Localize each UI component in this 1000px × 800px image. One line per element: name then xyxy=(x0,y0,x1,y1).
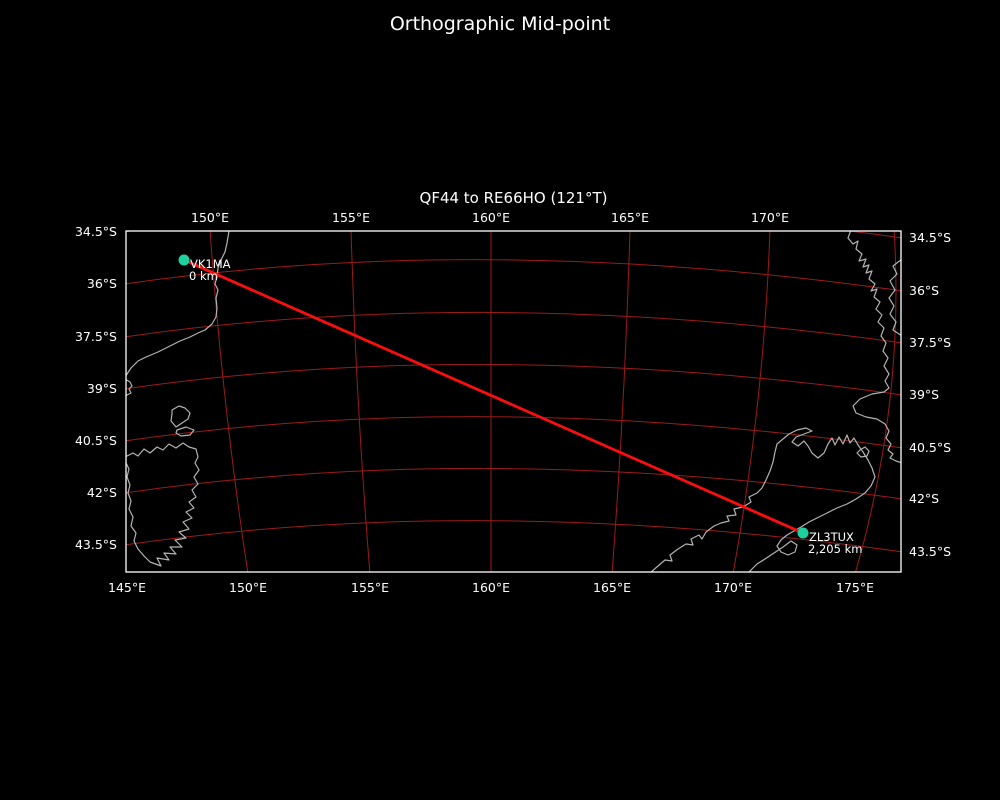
coastline xyxy=(170,405,191,428)
coastline xyxy=(847,231,901,464)
tick-label-bottom: 155°E xyxy=(350,580,390,595)
tick-label-top: 150°E xyxy=(190,210,230,225)
station-callsign-label: VK1MA xyxy=(190,257,231,271)
tick-label-top: 160°E xyxy=(471,210,511,225)
tick-label-left: 42°S xyxy=(86,485,117,500)
tick-label-bottom: 165°E xyxy=(592,580,632,595)
station-marker-vk1ma xyxy=(178,254,190,266)
coastline xyxy=(175,426,195,437)
graticule-meridian xyxy=(209,231,249,572)
tick-label-top: 155°E xyxy=(331,210,371,225)
station-marker-zl3tux xyxy=(797,527,809,539)
tick-label-bottom: 160°E xyxy=(471,580,511,595)
graticule-meridian xyxy=(126,570,127,572)
tick-label-left: 43.5°S xyxy=(74,537,117,552)
graticule-parallel xyxy=(126,311,901,344)
graticule-meridian xyxy=(611,231,631,572)
tick-label-right: 42°S xyxy=(909,491,940,506)
station-callsign-label: ZL3TUX xyxy=(809,530,854,544)
coastline xyxy=(888,259,901,337)
tick-label-right: 39°S xyxy=(909,387,940,402)
tick-label-right: 34.5°S xyxy=(909,230,952,245)
graticule-parallel xyxy=(126,231,901,239)
tick-label-left: 39°S xyxy=(86,381,117,396)
station-distance-label: 2,205 km xyxy=(808,542,862,556)
tick-label-left: 40.5°S xyxy=(74,433,117,448)
tick-label-top: 165°E xyxy=(610,210,650,225)
graticule-parallel xyxy=(126,363,901,396)
station-distance-label: 0 km xyxy=(189,269,218,283)
tick-label-right: 40.5°S xyxy=(909,440,952,455)
coastline xyxy=(126,231,230,378)
figure-title: Orthographic Mid-point xyxy=(389,13,611,35)
graticule-parallel xyxy=(124,573,903,604)
tick-label-bottom: 170°E xyxy=(713,580,753,595)
tick-label-right: 43.5°S xyxy=(909,544,952,559)
tick-label-left: 37.5°S xyxy=(74,329,117,344)
tick-label-right: 37.5°S xyxy=(909,335,952,350)
graticule-meridian xyxy=(732,231,771,572)
graticule-parallel xyxy=(126,416,901,449)
tick-label-bottom: 175°E xyxy=(835,580,875,595)
map-frame xyxy=(125,230,902,573)
tick-label-left: 34.5°S xyxy=(74,224,117,239)
great-circle-path xyxy=(183,258,804,535)
tick-label-left: 36°S xyxy=(86,276,117,291)
tick-label-top: 170°E xyxy=(750,210,790,225)
coastline xyxy=(126,378,133,397)
coastline xyxy=(650,427,876,572)
graticule-parallel xyxy=(126,467,901,500)
graticule-meridian xyxy=(350,231,371,572)
coastline xyxy=(126,442,200,567)
tick-label-bottom: 150°E xyxy=(228,580,268,595)
graticule-parallel xyxy=(126,259,901,292)
tick-label-right: 36°S xyxy=(909,283,940,298)
coastline xyxy=(856,446,870,458)
tick-label-bottom: 145°E xyxy=(107,580,147,595)
map-subtitle: QF44 to RE66HO (121°T) xyxy=(419,189,608,207)
